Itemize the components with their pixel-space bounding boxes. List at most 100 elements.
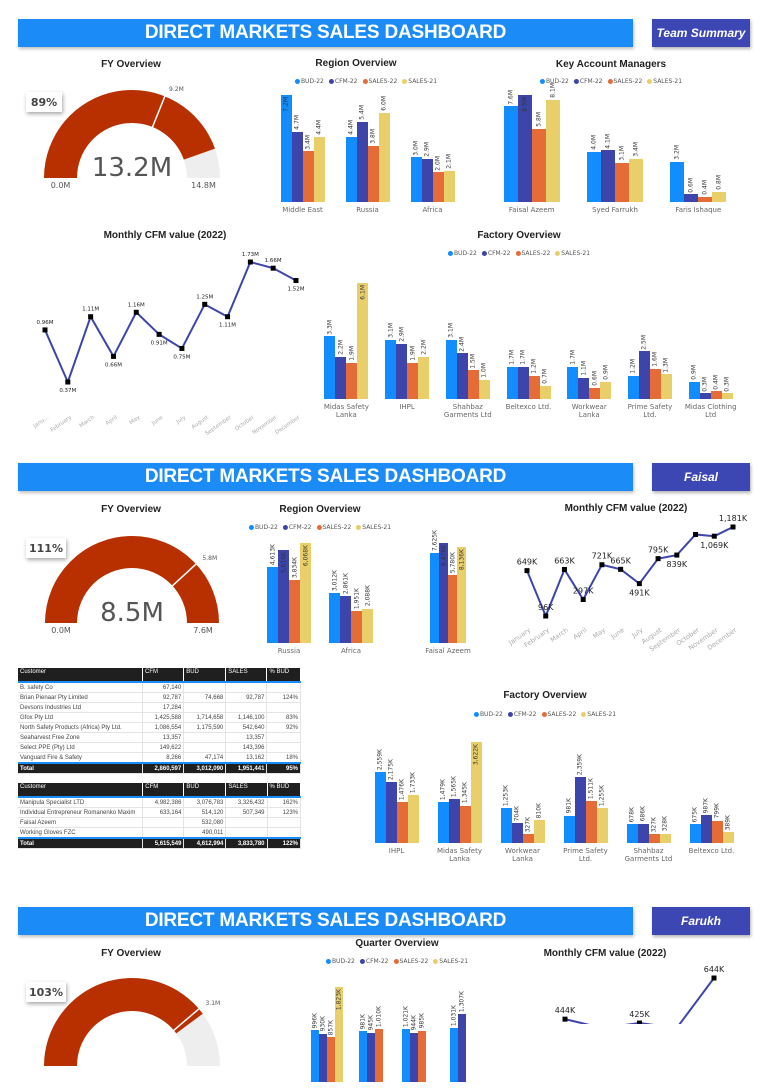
bar-bud-22[interactable]: 1,479K	[437, 779, 449, 843]
data-point-marker[interactable]	[202, 301, 208, 307]
bar-sales-21[interactable]: 2.2M	[418, 340, 430, 399]
bar-cfm-22[interactable]: 2.9M	[421, 142, 433, 202]
bar-cfm-22[interactable]: 704K	[511, 806, 523, 843]
data-point-marker[interactable]	[179, 345, 185, 351]
bar-bud-22[interactable]: 3.2M	[670, 145, 685, 202]
column-header[interactable]: CFM	[142, 668, 185, 683]
legend-item[interactable]: SALES-21	[402, 78, 437, 85]
bar-cfm-22[interactable]: 1,307K	[458, 991, 467, 1082]
data-point-marker[interactable]	[561, 566, 567, 572]
bar-bud-22[interactable]: 1,021K	[402, 1006, 411, 1082]
bar-bud-22[interactable]: 3.1M	[445, 323, 457, 399]
legend-item[interactable]: SALES-22	[541, 711, 576, 718]
bar-cfm-22[interactable]: 2,359K	[574, 754, 586, 843]
bar-sales-21[interactable]: 1,823K	[334, 987, 343, 1082]
legend-item[interactable]: BUD-22	[539, 78, 569, 85]
data-point-marker[interactable]	[693, 531, 699, 537]
legend-item[interactable]: SALES-22	[316, 524, 351, 531]
legend-item[interactable]: CFM-22	[481, 250, 511, 257]
bar-cfm-22[interactable]: 8,476K	[439, 543, 448, 643]
bar-sales-21[interactable]: 328K	[659, 816, 671, 843]
legend-item[interactable]: SALES-21	[555, 250, 590, 257]
bar-sales-22[interactable]: 1.9M	[346, 346, 358, 399]
bar-sales-21[interactable]: 810K	[533, 803, 545, 843]
bar-sales-21[interactable]: 1,255K	[596, 785, 608, 843]
bar-sales-21[interactable]: 4.4M	[313, 120, 325, 202]
bar-sales-21[interactable]: 1.3M	[660, 358, 672, 399]
bar-sales-21[interactable]: 2,088K	[362, 585, 373, 643]
legend-item[interactable]: CFM-22	[359, 958, 389, 965]
bar-sales-22[interactable]: 5.8M	[531, 112, 546, 202]
data-point-marker[interactable]	[674, 552, 680, 558]
column-header[interactable]: BUD	[183, 783, 227, 798]
data-point-marker[interactable]	[711, 533, 717, 539]
data-point-marker[interactable]	[524, 568, 530, 574]
bar-sales-22[interactable]: 2.0M	[432, 156, 444, 202]
bar-cfm-22[interactable]: 5,616K	[278, 550, 289, 643]
bar-sales-21[interactable]: 6.0M	[378, 96, 390, 202]
bar-sales-22[interactable]: 327K	[522, 817, 534, 843]
data-point-marker[interactable]	[247, 259, 253, 265]
data-point-marker[interactable]	[270, 265, 276, 271]
legend-item[interactable]: SALES-21	[356, 524, 391, 531]
bar-sales-21[interactable]: 6,068K	[300, 543, 311, 643]
bar-bud-22[interactable]: 1,031K	[450, 1005, 459, 1082]
bar-cfm-22[interactable]: 2.4M	[456, 337, 468, 399]
bar-bud-22[interactable]: 4,613K	[267, 544, 278, 643]
data-point-marker[interactable]	[580, 597, 586, 603]
bar-sales-22[interactable]: 1,345K	[459, 782, 471, 843]
bar-bud-22[interactable]: 1.7M	[506, 350, 518, 399]
bar-cfm-22[interactable]: 2.2M	[335, 340, 347, 399]
bar-cfm-22[interactable]: 0.3M	[699, 377, 711, 399]
bar-sales-22[interactable]: 0.4M	[698, 180, 713, 202]
bar-sales-21[interactable]: 2.1M	[443, 154, 455, 202]
bar-sales-21[interactable]: 0.3M	[721, 377, 733, 399]
column-header[interactable]: Customer	[18, 668, 144, 683]
data-point-marker[interactable]	[42, 327, 48, 333]
data-point-marker[interactable]	[562, 1016, 568, 1022]
bar-sales-21[interactable]: 8.1M	[545, 83, 560, 202]
bar-sales-22[interactable]: 799K	[711, 803, 723, 843]
column-header[interactable]: % BUD	[266, 668, 301, 683]
legend-item[interactable]: CFM-22	[573, 78, 603, 85]
legend-item[interactable]: SALES-21	[581, 711, 616, 718]
column-header[interactable]: SALES	[225, 783, 268, 798]
bar-bud-22[interactable]: 3.0M	[410, 141, 422, 202]
legend-item[interactable]: SALES-21	[433, 958, 468, 965]
bar-sales-21[interactable]: 389K	[722, 815, 734, 843]
data-point-marker[interactable]	[88, 314, 94, 320]
bar-sales-21[interactable]: 3,622K	[470, 742, 482, 843]
bar-cfm-22[interactable]: 5.4M	[356, 105, 368, 202]
bar-sales-21[interactable]: 0.9M	[600, 365, 612, 399]
legend-item[interactable]: BUD-22	[248, 524, 278, 531]
bar-sales-22[interactable]: 327K	[648, 817, 660, 843]
legend-item[interactable]: SALES-22	[515, 250, 550, 257]
column-header[interactable]: Customer	[18, 783, 144, 798]
bar-cfm-22[interactable]: 2,861K	[340, 573, 351, 643]
data-point-marker[interactable]	[655, 556, 661, 562]
bar-bud-22[interactable]: 996K	[310, 1013, 319, 1082]
bar-cfm-22[interactable]: 4.7M	[291, 115, 303, 202]
bar-sales-22[interactable]: 3.1M	[614, 146, 629, 202]
bar-bud-22[interactable]: 1.2M	[627, 359, 639, 399]
legend-item[interactable]: CFM-22	[507, 711, 537, 718]
bar-sales-22[interactable]: 857K	[326, 1020, 335, 1082]
data-point-marker[interactable]	[293, 278, 299, 284]
data-point-marker[interactable]	[637, 1020, 642, 1024]
bar-cfm-22[interactable]: 2.5M	[638, 335, 650, 399]
bar-sales-22[interactable]: 1,476K	[396, 779, 408, 843]
data-point-marker[interactable]	[730, 524, 736, 530]
bar-bud-22[interactable]: 4.4M	[345, 120, 357, 202]
bar-cfm-22[interactable]: 8.5M	[517, 95, 532, 202]
bar-bud-22[interactable]: 675K	[689, 807, 701, 843]
bar-sales-22[interactable]: 1.6M	[649, 352, 661, 399]
column-header[interactable]: BUD	[183, 668, 227, 683]
column-header[interactable]: % BUD	[267, 783, 302, 798]
bar-sales-21[interactable]: 8,136K	[457, 547, 466, 643]
bar-sales-21[interactable]: 0.8M	[712, 175, 727, 202]
bar-cfm-22[interactable]: 1.1M	[578, 361, 590, 399]
faisal-button[interactable]: Faisal	[652, 463, 750, 491]
bar-bud-22[interactable]: 3,012K	[329, 570, 340, 643]
bar-cfm-22[interactable]: 930K	[318, 1016, 327, 1082]
legend-item[interactable]: SALES-22	[393, 958, 428, 965]
